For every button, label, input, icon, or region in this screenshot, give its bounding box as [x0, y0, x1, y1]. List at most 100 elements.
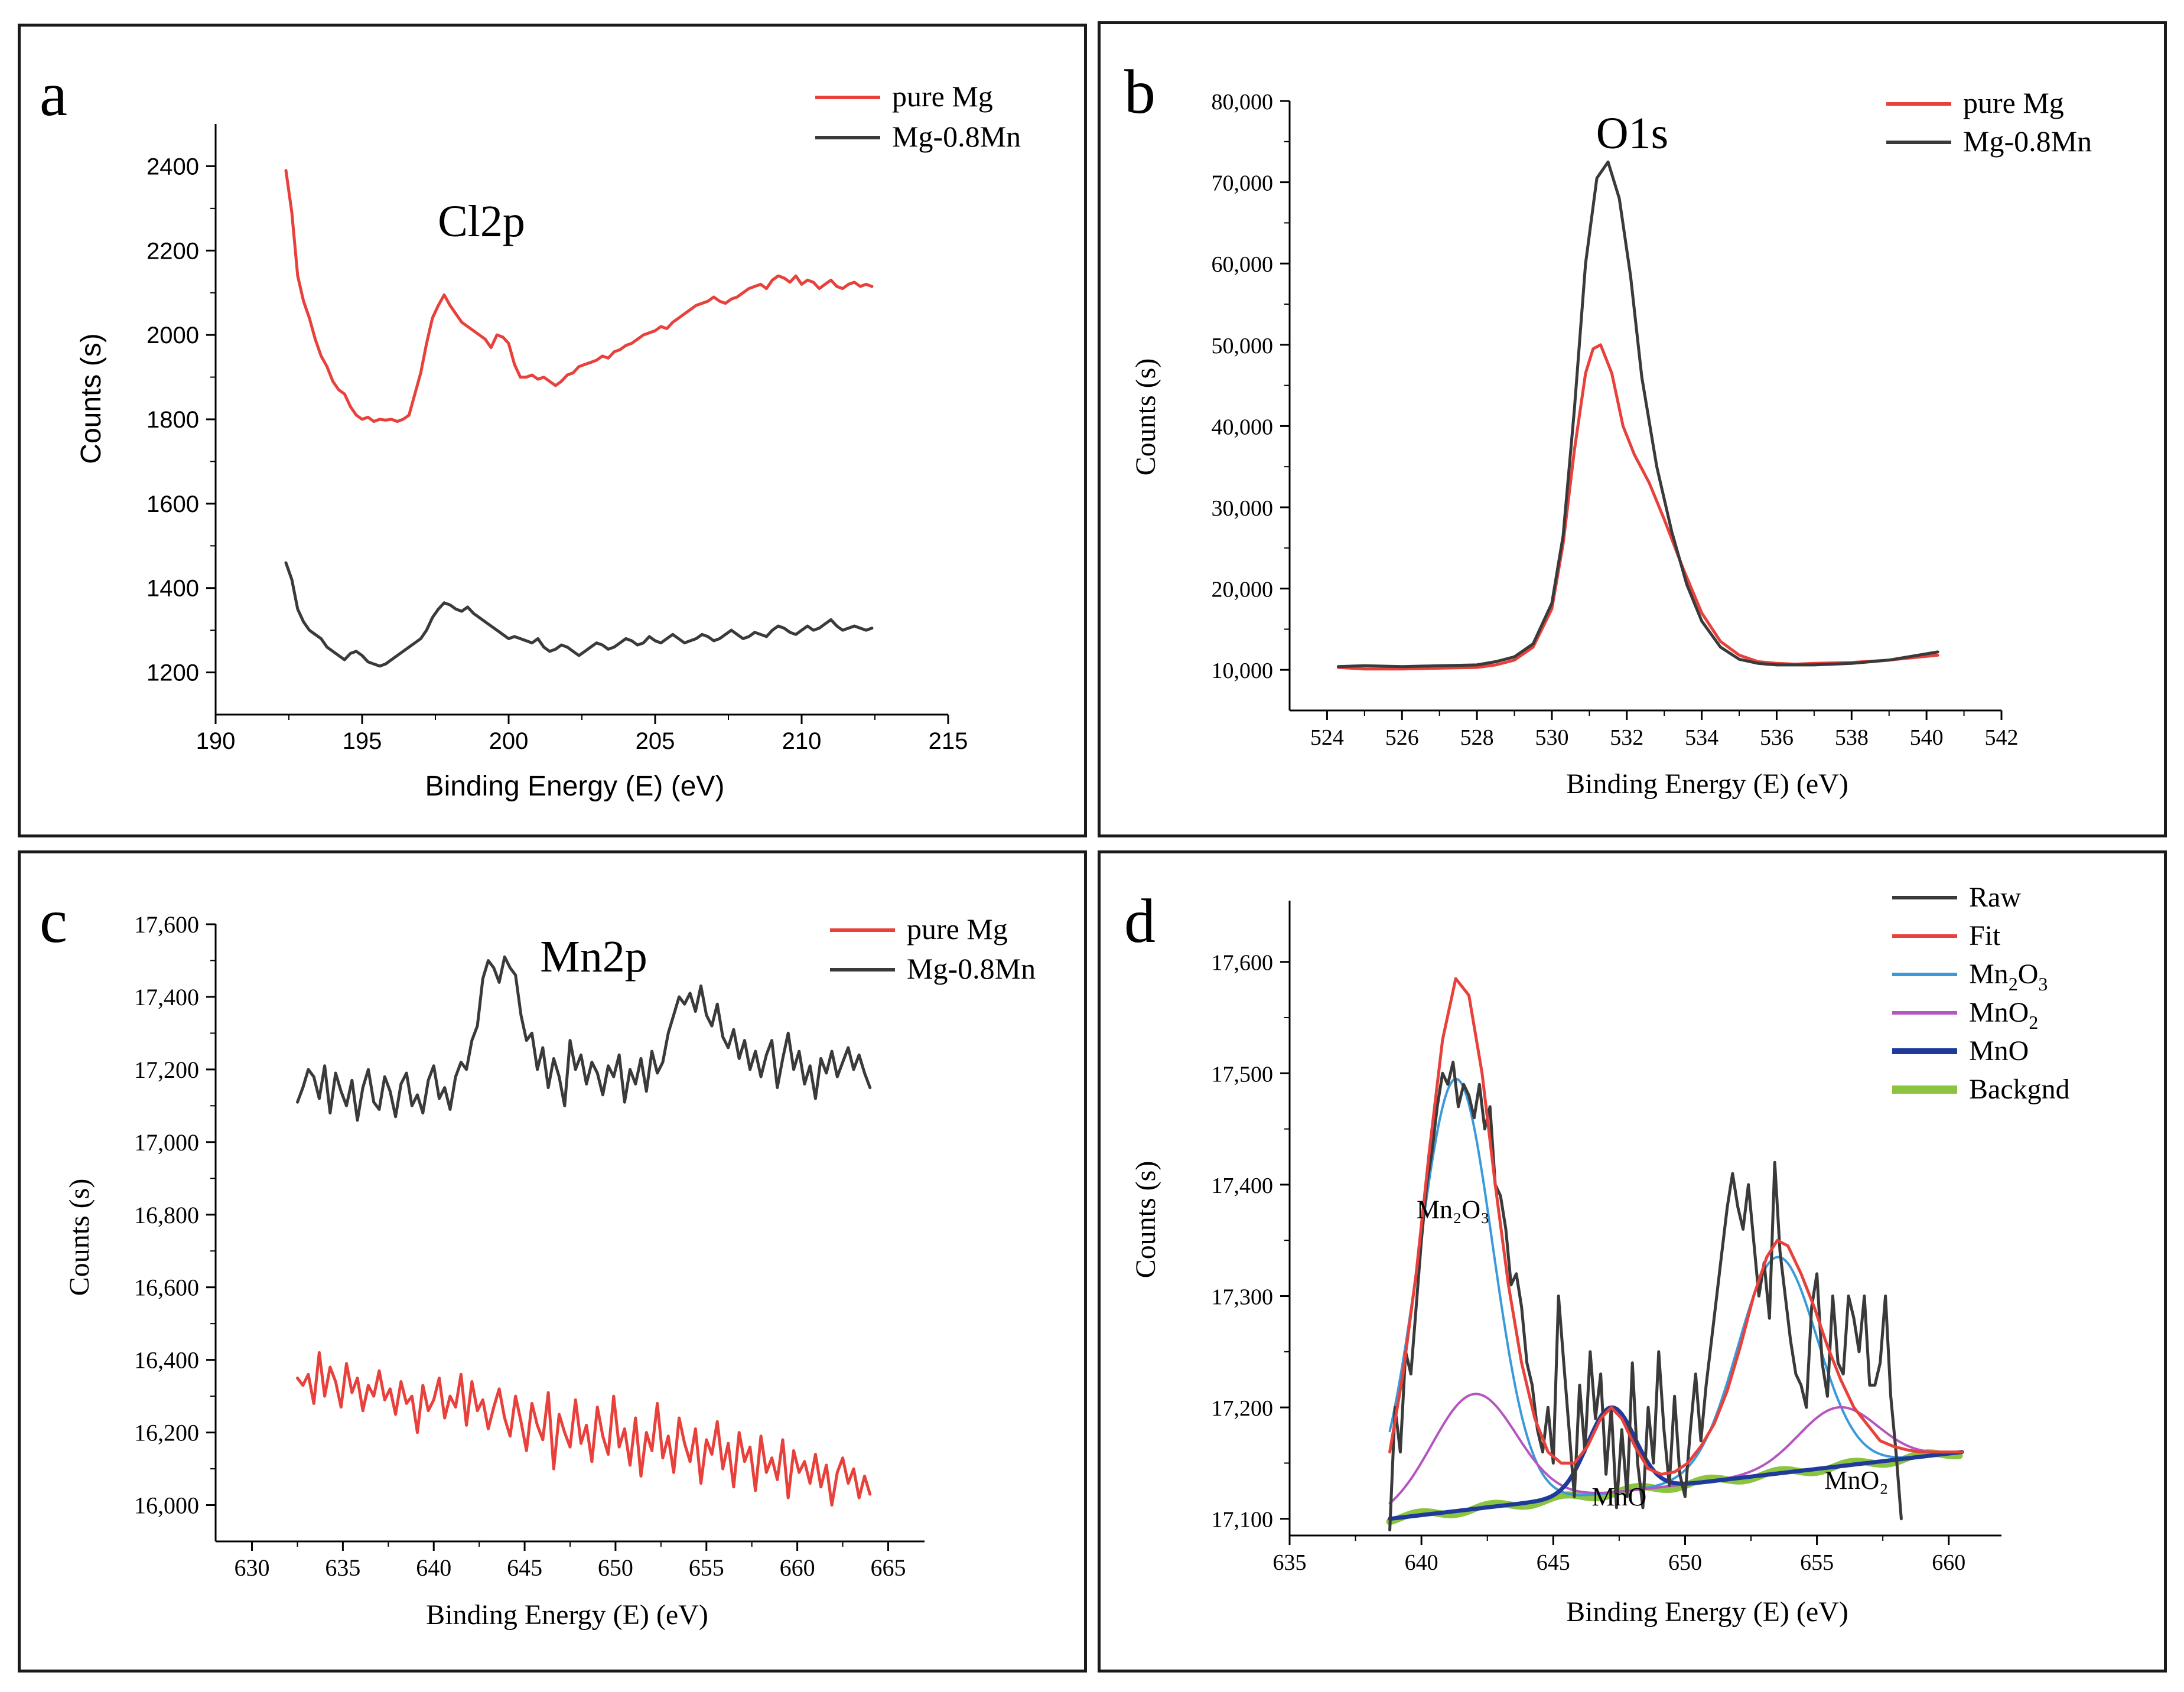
x-tick-label: 528 [1460, 725, 1494, 750]
x-tick-label: 635 [325, 1554, 360, 1581]
fit-line [1388, 977, 1964, 1476]
x-tick-label: 640 [416, 1554, 451, 1581]
y-tick-label: 2000 [147, 322, 199, 348]
y-tick-label: 17,200 [134, 1057, 199, 1083]
x-axis-label: Binding Energy (E) (eV) [1566, 768, 1848, 800]
panel-c: c Mn2p Binding Energy (E) (eV) Counts (s… [18, 850, 1087, 1673]
x-tick-label: 538 [1835, 725, 1869, 750]
chart-d: d Binding Energy (E) (eV) Counts (s) Raw… [1124, 882, 2070, 1628]
peak-annotation: MnO₂ [1824, 1466, 1888, 1495]
x-tick-label: 640 [1405, 1550, 1438, 1575]
y-axis-label: Counts (s) [64, 1179, 95, 1296]
x-tick-label: 524 [1310, 725, 1344, 750]
x-tick-label: 645 [1537, 1550, 1570, 1575]
y-tick-label: 2400 [147, 154, 199, 180]
x-tick-label: 655 [1800, 1550, 1834, 1575]
series-pure-mg [296, 1351, 872, 1507]
x-axis-label: Binding Energy (E) (eV) [426, 1599, 708, 1631]
y-tick-label: 1200 [147, 660, 199, 686]
panel-d: d Binding Energy (E) (eV) Counts (s) Raw… [1098, 850, 2167, 1673]
x-tick-label: 540 [1910, 725, 1944, 750]
y-tick-label: 16,400 [134, 1347, 199, 1374]
y-tick-label: 2200 [147, 238, 199, 264]
x-tick-label: 195 [343, 728, 382, 754]
y-tick-label: 17,100 [1212, 1508, 1274, 1533]
legend-label: Mg-0.8Mn [892, 120, 1021, 153]
y-axis-label: Counts (s) [76, 333, 107, 464]
y-tick-label: 80,000 [1212, 90, 1274, 115]
legend-label: Raw [1969, 882, 2021, 913]
panel-a: a Cl2p Binding Energy (E) (eV) Counts (s… [18, 24, 1087, 837]
legend: Raw Fit Mn2O3 MnO2 MnO Backgnd [1892, 882, 2070, 1105]
legend-label: pure Mg [907, 912, 1008, 946]
y-tick-label: 17,400 [1212, 1173, 1274, 1198]
chart-title: Cl2p [438, 197, 525, 246]
series-mg-0-8mn [284, 561, 874, 668]
x-tick-label: 215 [929, 728, 968, 754]
y-tick-label: 17,600 [1212, 951, 1274, 976]
y-tick-label: 10,000 [1212, 658, 1274, 683]
legend-label: Mn2O3 [1969, 959, 2048, 995]
x-tick-label: 630 [235, 1554, 270, 1581]
x-tick-label: 645 [507, 1554, 542, 1581]
x-tick-label: 210 [782, 728, 822, 754]
x-tick-label: 665 [870, 1554, 906, 1581]
peak-annotation: Mn₂O₃ [1417, 1195, 1490, 1224]
y-tick-label: 40,000 [1212, 415, 1274, 439]
y-tick-label: 17,600 [134, 911, 199, 938]
peak-mno2 [1388, 1393, 1964, 1505]
x-tick-label: 542 [1985, 725, 2019, 750]
x-tick-label: 530 [1535, 725, 1568, 750]
legend: pure Mg Mg-0.8Mn [815, 80, 1021, 153]
x-tick-label: 655 [689, 1554, 724, 1581]
chart-a: a Cl2p Binding Energy (E) (eV) Counts (s… [40, 60, 1021, 802]
x-tick-label: 532 [1610, 725, 1643, 750]
y-tick-label: 30,000 [1212, 496, 1274, 521]
legend: pure Mg Mg-0.8Mn [1886, 86, 2092, 158]
panel-letter: d [1124, 886, 1156, 956]
y-tick-label: 1400 [147, 576, 199, 602]
x-tick-label: 660 [1932, 1550, 1965, 1575]
legend-label: Backgnd [1969, 1074, 2070, 1105]
x-tick-label: 190 [196, 728, 236, 754]
chart-b: b O1s Binding Energy (E) (eV) Counts (s)… [1124, 57, 2092, 800]
y-tick-label: 16,000 [134, 1492, 199, 1519]
y-tick-label: 17,300 [1212, 1285, 1274, 1310]
legend: pure Mg Mg-0.8Mn [830, 912, 1036, 985]
series-mg-0-8mn [1336, 160, 1939, 669]
x-axis-label: Binding Energy (E) (eV) [425, 771, 725, 802]
x-tick-label: 650 [598, 1554, 633, 1581]
y-tick-label: 17,500 [1212, 1062, 1274, 1087]
y-tick-label: 20,000 [1212, 578, 1274, 602]
peak-mn2o3 [1388, 1077, 1964, 1497]
series-pure-mg [284, 169, 874, 423]
legend-label: Mg-0.8Mn [907, 952, 1036, 985]
peak-annotation: MnO [1591, 1482, 1646, 1511]
y-tick-label: 1600 [147, 491, 199, 517]
chart-title: O1s [1596, 109, 1668, 158]
x-tick-label: 200 [489, 728, 529, 754]
y-axis-label: Counts (s) [1130, 358, 1161, 476]
legend-label: MnO2 [1969, 997, 2038, 1033]
y-tick-label: 17,000 [134, 1129, 199, 1156]
legend-label: pure Mg [1963, 86, 2064, 119]
legend-label: MnO [1969, 1035, 2029, 1067]
chart-c: c Mn2p Binding Energy (E) (eV) Counts (s… [40, 886, 1036, 1631]
x-tick-label: 205 [636, 728, 675, 754]
panel-b: b O1s Binding Energy (E) (eV) Counts (s)… [1098, 21, 2167, 837]
y-tick-label: 60,000 [1212, 252, 1274, 277]
legend-label: Mg-0.8Mn [1963, 125, 2092, 158]
panel-letter: a [40, 60, 67, 129]
panel-letter: c [40, 886, 67, 956]
series-raw [1388, 1061, 1903, 1532]
y-tick-label: 16,200 [134, 1420, 199, 1446]
chart-title: Mn2p [540, 932, 647, 982]
y-tick-label: 16,800 [134, 1202, 199, 1228]
x-tick-label: 660 [780, 1554, 815, 1581]
x-tick-label: 526 [1385, 725, 1419, 750]
panel-letter: b [1124, 57, 1156, 126]
y-tick-label: 17,400 [134, 984, 199, 1010]
y-tick-label: 1800 [147, 407, 199, 433]
legend-label: pure Mg [892, 80, 993, 113]
series-mg-0-8mn [296, 955, 872, 1122]
